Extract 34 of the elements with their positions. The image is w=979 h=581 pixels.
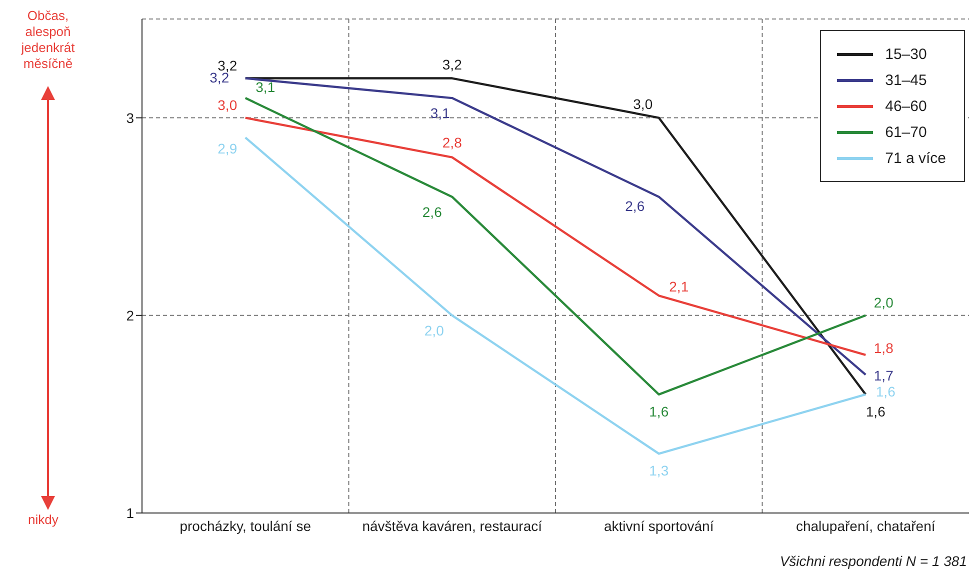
- data-label: 3,0: [633, 96, 653, 112]
- data-label: 1,6: [866, 403, 886, 420]
- text: nikdy: [28, 512, 58, 527]
- legend-label: 15–30: [885, 46, 927, 62]
- data-label: 3,1: [430, 105, 450, 122]
- data-label: 1,3: [649, 462, 669, 479]
- y-tick-label: 2: [126, 307, 134, 324]
- data-label: 3,0: [218, 96, 238, 113]
- line-series: [244, 136, 867, 455]
- data-label: 1,7: [874, 368, 894, 384]
- data-label: 3,2: [442, 56, 462, 72]
- x-tick-label: návštěva kaváren, restaurací: [362, 518, 542, 534]
- data-label: 2,6: [625, 198, 645, 214]
- data-label: 2,0: [424, 322, 444, 338]
- data-label: 2,9: [218, 140, 238, 157]
- legend-label: 31–45: [885, 72, 927, 88]
- x-tick-label: chalupaření, chataření: [796, 518, 936, 534]
- legend-label: 61–70: [885, 124, 927, 140]
- data-label: 2,8: [442, 134, 462, 150]
- data-label: 2,6: [422, 204, 442, 220]
- data-label: 3,1: [256, 79, 276, 96]
- data-label: 2,0: [874, 294, 894, 310]
- data-label: 1,6: [649, 403, 669, 420]
- text: Všichni respondenti N = 1 381: [780, 553, 967, 569]
- y-tick-label: 1: [126, 504, 134, 521]
- x-tick-label: aktivní sportování: [604, 518, 714, 534]
- data-label: 1,6: [876, 383, 896, 400]
- x-tick-label: procházky, toulání se: [180, 518, 312, 534]
- data-label: 2,1: [669, 278, 689, 295]
- y-tick-label: 3: [126, 110, 134, 126]
- legend-label: 46–60: [885, 98, 927, 114]
- legend-label: 71 a více: [885, 150, 946, 166]
- text: Občas, alespoň jedenkrát měsíčně: [20, 8, 76, 72]
- data-label: 1,8: [874, 340, 894, 356]
